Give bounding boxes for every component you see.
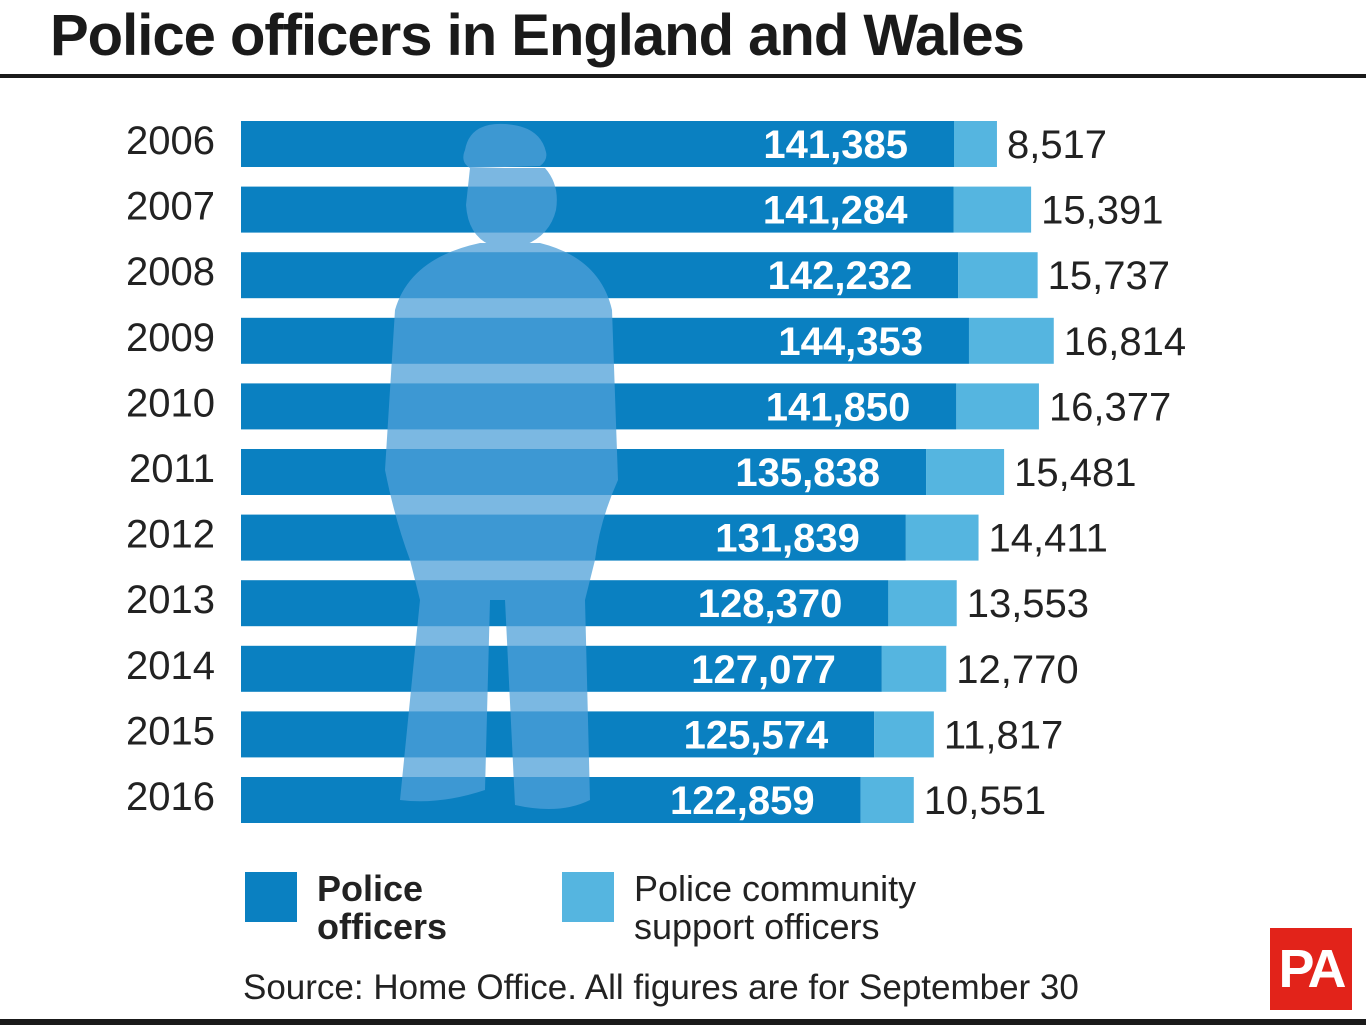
silhouette-head (466, 168, 557, 245)
bar-pcso-2012 (905, 514, 979, 561)
value-label-police-officers-2016: 122,859 (670, 779, 815, 823)
bar-police-officers-2006 (241, 121, 955, 167)
source-note: Source: Home Office. All figures are for… (243, 968, 1079, 1007)
silhouette-helmet (463, 123, 547, 168)
bar-pcso-2007 (953, 186, 1032, 233)
legend-police-officers: Police officers (245, 870, 467, 946)
legend-label-pcso: Police community support officers (634, 868, 917, 947)
value-label-police-officers-2015: 125,574 (684, 713, 829, 757)
value-label-pcso-2007: 15,391 (1041, 189, 1163, 233)
value-label-pcso-2010: 16,377 (1049, 385, 1171, 429)
legend-label-police-officers: Police officers (317, 868, 448, 947)
bar-pcso-2016 (860, 777, 914, 823)
value-label-police-officers-2013: 128,370 (698, 582, 843, 626)
value-label-pcso-2014: 12,770 (956, 648, 1078, 692)
value-label-police-officers-2010: 141,850 (766, 385, 911, 429)
silhouette-body (385, 243, 618, 809)
value-label-police-officers-2014: 127,077 (691, 648, 836, 692)
bar-pcso-2010 (956, 383, 1039, 430)
bar-pcso-2013 (888, 580, 957, 627)
value-label-police-officers-2011: 135,838 (735, 451, 880, 495)
year-label-2011: 2011 (129, 447, 215, 491)
value-label-pcso-2008: 15,737 (1048, 254, 1170, 298)
bar-pcso-2014 (881, 645, 947, 692)
value-label-pcso-2009: 16,814 (1064, 320, 1186, 364)
chart-title: Police officers in England and Wales (50, 3, 1025, 68)
year-label-2015: 2015 (126, 709, 215, 753)
top-rule (0, 74, 1366, 78)
year-label-2007: 2007 (126, 185, 215, 229)
value-label-pcso-2016: 10,551 (924, 779, 1046, 823)
value-label-pcso-2006: 8,517 (1007, 123, 1107, 167)
legend-pcso: Police community support officers (562, 870, 974, 946)
bar-pcso-2015 (874, 711, 934, 758)
value-label-police-officers-2007: 141,284 (763, 189, 908, 233)
year-label-2008: 2008 (126, 250, 215, 294)
bar-pcso-2006 (954, 121, 997, 167)
value-label-pcso-2015: 11,817 (944, 713, 1063, 757)
bar-police-officers-2007 (241, 186, 954, 233)
legend-swatch-pcso (562, 872, 614, 922)
legend-swatch-police-officers (245, 872, 297, 922)
year-label-2014: 2014 (126, 644, 215, 688)
bar-pcso-2011 (926, 449, 1005, 495)
year-label-2012: 2012 (126, 513, 215, 557)
year-label-2006: 2006 (126, 119, 215, 163)
value-label-pcso-2011: 15,481 (1014, 451, 1136, 495)
value-label-police-officers-2009: 144,353 (778, 320, 923, 364)
officer-silhouette (385, 123, 618, 809)
value-label-pcso-2013: 13,553 (967, 582, 1089, 626)
value-label-police-officers-2008: 142,232 (768, 254, 913, 298)
year-label-2010: 2010 (126, 381, 215, 425)
value-label-police-officers-2012: 131,839 (715, 517, 860, 561)
bottom-rule (0, 1019, 1366, 1025)
bar-pcso-2008 (958, 252, 1038, 299)
value-label-police-officers-2006: 141,385 (763, 123, 908, 167)
bar-pcso-2009 (968, 317, 1054, 364)
year-label-2009: 2009 (126, 316, 215, 360)
value-label-pcso-2012: 14,411 (989, 517, 1108, 561)
year-label-2016: 2016 (126, 775, 215, 819)
pa-logo: PA (1270, 928, 1352, 1010)
year-label-2013: 2013 (126, 578, 215, 622)
